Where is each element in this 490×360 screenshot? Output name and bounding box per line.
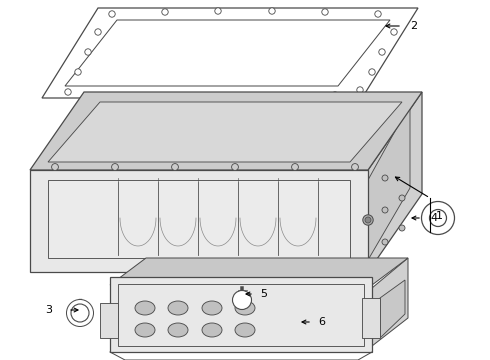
Bar xyxy=(110,277,372,352)
Ellipse shape xyxy=(235,323,255,337)
Circle shape xyxy=(391,29,397,35)
Text: 1: 1 xyxy=(436,211,443,221)
Ellipse shape xyxy=(168,301,188,315)
Bar xyxy=(362,298,380,338)
Circle shape xyxy=(279,94,285,100)
Ellipse shape xyxy=(168,323,188,337)
Circle shape xyxy=(421,202,455,234)
Bar xyxy=(100,303,118,338)
Circle shape xyxy=(85,49,91,55)
Text: 3: 3 xyxy=(45,305,52,315)
Polygon shape xyxy=(65,20,390,86)
Circle shape xyxy=(115,93,121,99)
Circle shape xyxy=(363,215,373,225)
Circle shape xyxy=(382,175,388,181)
Polygon shape xyxy=(30,92,422,170)
Circle shape xyxy=(292,163,298,170)
Circle shape xyxy=(225,94,231,100)
Circle shape xyxy=(65,89,71,95)
Circle shape xyxy=(172,163,178,170)
Text: 2: 2 xyxy=(410,21,417,31)
Polygon shape xyxy=(372,258,408,346)
Circle shape xyxy=(365,217,371,223)
Circle shape xyxy=(269,8,275,14)
Circle shape xyxy=(399,225,405,231)
Polygon shape xyxy=(380,280,405,338)
Circle shape xyxy=(67,300,94,327)
Polygon shape xyxy=(110,258,408,285)
Circle shape xyxy=(379,49,385,55)
Ellipse shape xyxy=(135,301,155,315)
Circle shape xyxy=(369,69,375,75)
Ellipse shape xyxy=(202,323,222,337)
Bar xyxy=(118,284,364,346)
Circle shape xyxy=(357,87,363,93)
Circle shape xyxy=(232,163,239,170)
Circle shape xyxy=(71,304,89,322)
Circle shape xyxy=(322,9,328,15)
Text: 5: 5 xyxy=(260,289,267,299)
Circle shape xyxy=(352,163,358,170)
Circle shape xyxy=(375,11,381,17)
Circle shape xyxy=(382,207,388,213)
Circle shape xyxy=(215,8,221,14)
Circle shape xyxy=(430,210,446,226)
Circle shape xyxy=(332,92,338,98)
Circle shape xyxy=(382,239,388,245)
Polygon shape xyxy=(48,102,402,162)
Circle shape xyxy=(75,69,81,75)
Text: 6: 6 xyxy=(318,317,325,327)
Ellipse shape xyxy=(135,323,155,337)
Circle shape xyxy=(51,163,58,170)
Polygon shape xyxy=(368,104,410,260)
Circle shape xyxy=(399,195,405,201)
Ellipse shape xyxy=(202,301,222,315)
Text: 4: 4 xyxy=(430,213,437,223)
Circle shape xyxy=(109,11,115,17)
Circle shape xyxy=(162,9,168,15)
Circle shape xyxy=(112,163,119,170)
Circle shape xyxy=(232,291,251,310)
Polygon shape xyxy=(30,170,368,272)
Circle shape xyxy=(169,94,175,100)
Ellipse shape xyxy=(235,301,255,315)
Polygon shape xyxy=(42,8,418,98)
Polygon shape xyxy=(368,92,422,272)
Polygon shape xyxy=(48,180,350,258)
Circle shape xyxy=(95,29,101,35)
